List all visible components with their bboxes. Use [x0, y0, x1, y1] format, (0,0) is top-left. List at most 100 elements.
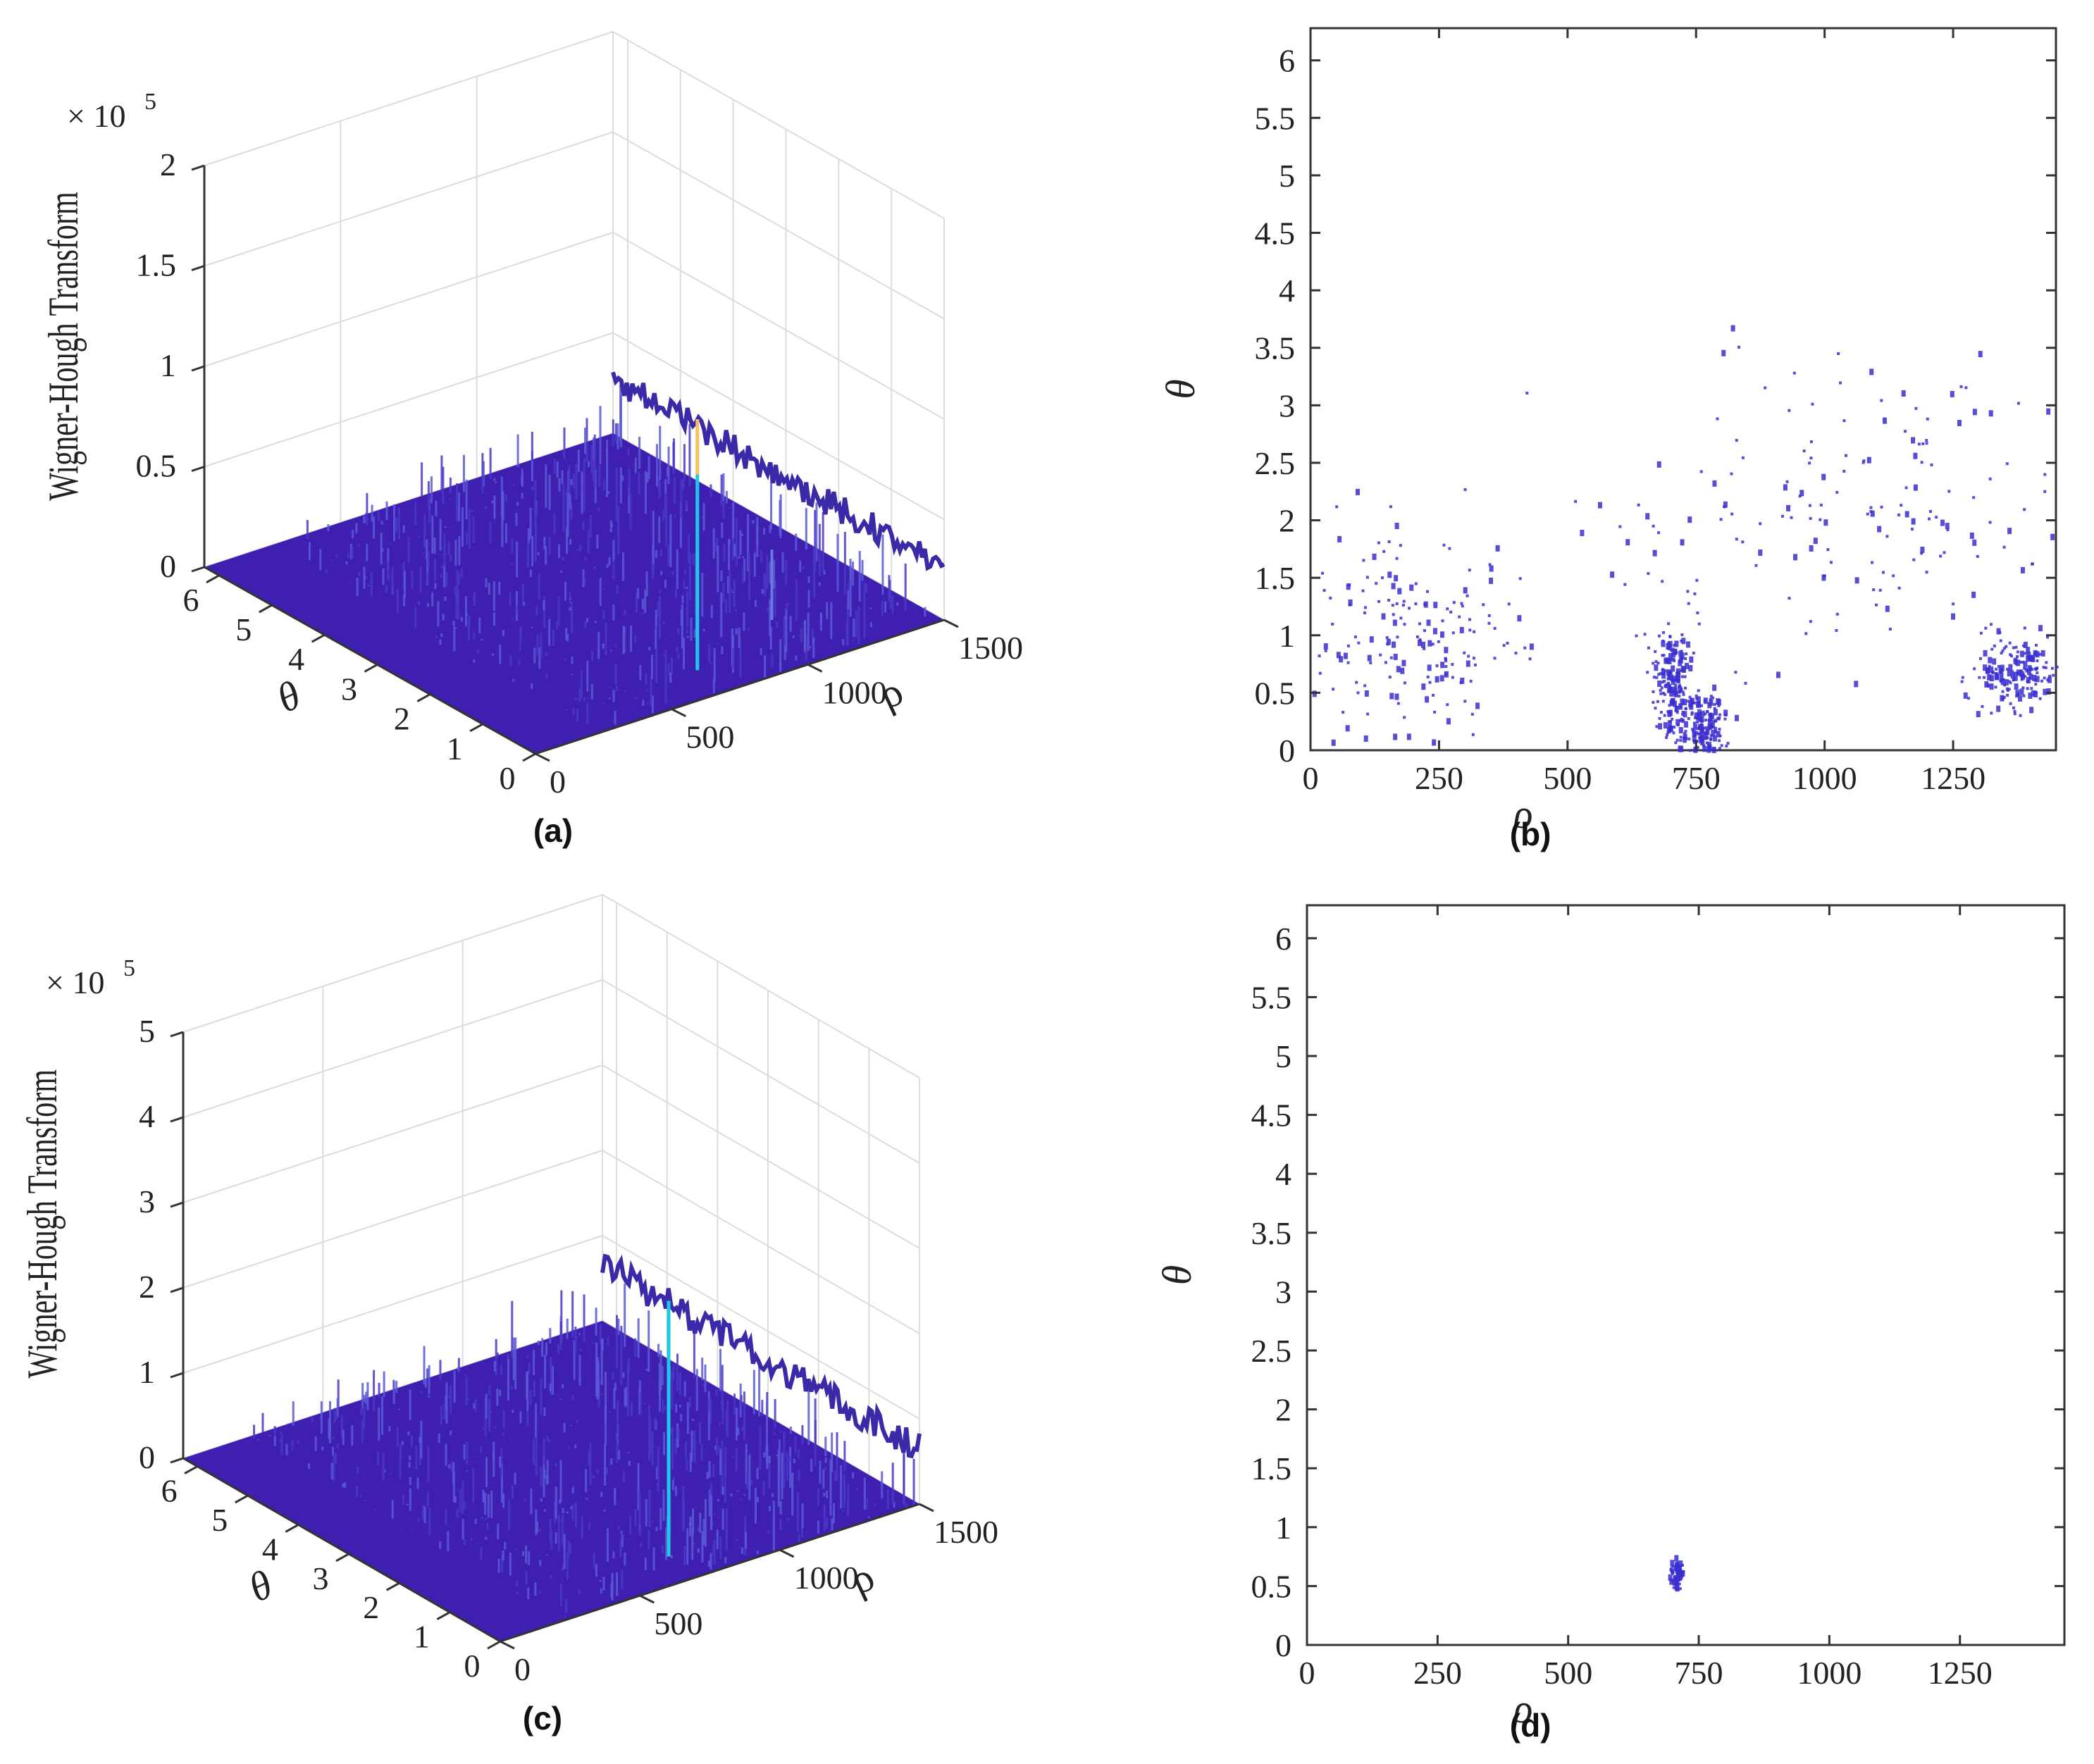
scatter-point — [1707, 702, 1712, 709]
scatter-point — [2040, 650, 2045, 657]
scatter-point — [1730, 472, 1733, 476]
scatter-point — [1698, 713, 1703, 720]
scatter-point — [1654, 650, 1657, 653]
scatter-point — [1684, 657, 1687, 660]
scatter-point — [1952, 602, 1955, 606]
scatter-point — [2006, 693, 2009, 697]
scatter-point — [1997, 664, 2000, 668]
scatter-point — [1676, 723, 1680, 727]
scatter-point — [1835, 628, 1838, 632]
scatter-point — [1994, 685, 1997, 689]
theta-tick-mark — [311, 633, 326, 643]
scatter-point — [2026, 687, 2029, 690]
scatter-point — [1659, 692, 1663, 695]
scatter-point — [2034, 690, 2038, 694]
scatter-point — [1470, 712, 1474, 716]
scatter-point — [1421, 641, 1426, 648]
z-multiplier-label: × 10 — [67, 98, 125, 134]
scatter-point — [1712, 684, 1717, 691]
scatter-point — [1697, 716, 1700, 720]
scatter-point — [1963, 692, 1968, 699]
scatter-point — [2033, 667, 2037, 671]
scatter-point — [2007, 528, 2012, 535]
scatter-point — [1472, 657, 1475, 660]
scatter-point — [1718, 747, 1721, 750]
scatter-point — [1460, 602, 1463, 605]
scatter-point — [1678, 1587, 1682, 1591]
scatter-point — [1323, 643, 1328, 650]
scatter-point — [1678, 727, 1683, 734]
scatter-point — [1329, 596, 1332, 600]
scatter-point — [1322, 589, 1326, 592]
scatter-point — [1788, 409, 1791, 412]
scatter-point — [1837, 352, 1840, 356]
scatter-point — [1714, 731, 1718, 734]
scatter-point — [1401, 604, 1405, 607]
scatter-point — [1487, 614, 1491, 617]
scatter-point — [1709, 748, 1712, 752]
scatter-point — [1714, 719, 1717, 722]
panel-caption: (c) — [523, 1700, 562, 1737]
scatter-point — [1976, 711, 1981, 718]
scatter-point — [1421, 683, 1426, 690]
scatter-point — [1999, 639, 2002, 642]
scatter-point — [1523, 646, 1527, 650]
scatter-point — [1990, 712, 1993, 715]
scatter-point — [1690, 712, 1694, 716]
scatter-point — [1989, 683, 1994, 690]
scatter-point — [1446, 607, 1449, 611]
scatter-point — [1696, 701, 1701, 708]
scatter-point — [1637, 503, 1640, 507]
z-tick-mark — [170, 1457, 184, 1464]
scatter-point — [1680, 539, 1685, 546]
scatter-point — [1396, 666, 1401, 673]
scatter-point — [1654, 707, 1657, 710]
scatter-point — [1658, 716, 1661, 720]
scatter-point — [1711, 696, 1714, 700]
scatter-point — [1656, 700, 1659, 703]
scatter-point — [1687, 700, 1690, 703]
scatter-point — [1988, 664, 1991, 668]
scatter-point — [2010, 672, 2015, 679]
z-tick-mark — [191, 265, 205, 271]
scatter-point — [1357, 641, 1361, 645]
scatter-point — [1705, 741, 1709, 745]
scatter-point — [1451, 663, 1454, 666]
scatter-point — [1418, 622, 1421, 626]
scatter-point — [1712, 735, 1717, 742]
scatter-point — [1734, 714, 1739, 721]
rho-tick-label: 500 — [654, 1605, 702, 1641]
scatter-point — [1678, 745, 1683, 752]
scatter-point — [1668, 1574, 1673, 1581]
scatter-point — [2000, 664, 2005, 671]
scatter-point — [1346, 661, 1350, 664]
y-tick-label: 0.5 — [1251, 1568, 1292, 1604]
scatter-point — [1971, 591, 1976, 598]
scatter-point — [1988, 410, 1993, 417]
y-tick-label: 3.5 — [1255, 330, 1296, 366]
scatter-point — [1999, 673, 2004, 680]
scatter-point — [1678, 685, 1681, 689]
scatter-point — [1671, 686, 1675, 693]
rho-tick-mark — [779, 1548, 795, 1558]
scatter-point — [1682, 692, 1685, 696]
scatter-point — [1377, 541, 1380, 545]
scatter-point — [1659, 689, 1662, 692]
scatter-point — [1993, 644, 1996, 647]
scatter-point — [1819, 518, 1822, 521]
scatter-point — [1678, 1560, 1683, 1567]
scatter-point — [1699, 737, 1704, 744]
scatter-point — [1386, 638, 1391, 645]
scatter-point — [1809, 620, 1812, 623]
scatter-point — [2050, 533, 2055, 540]
z-tick-mark — [170, 1372, 184, 1379]
theta-tick-mark — [385, 1582, 400, 1591]
scatter-point — [1680, 688, 1683, 691]
theta-tick-label: 6 — [161, 1473, 178, 1509]
scatter-point — [1433, 602, 1438, 609]
theta-tick-label: 5 — [211, 1502, 228, 1538]
scatter-point — [1387, 599, 1391, 602]
theta-tick-mark — [259, 604, 273, 614]
scatter-point — [1363, 606, 1367, 609]
scatter-point — [1702, 745, 1707, 752]
